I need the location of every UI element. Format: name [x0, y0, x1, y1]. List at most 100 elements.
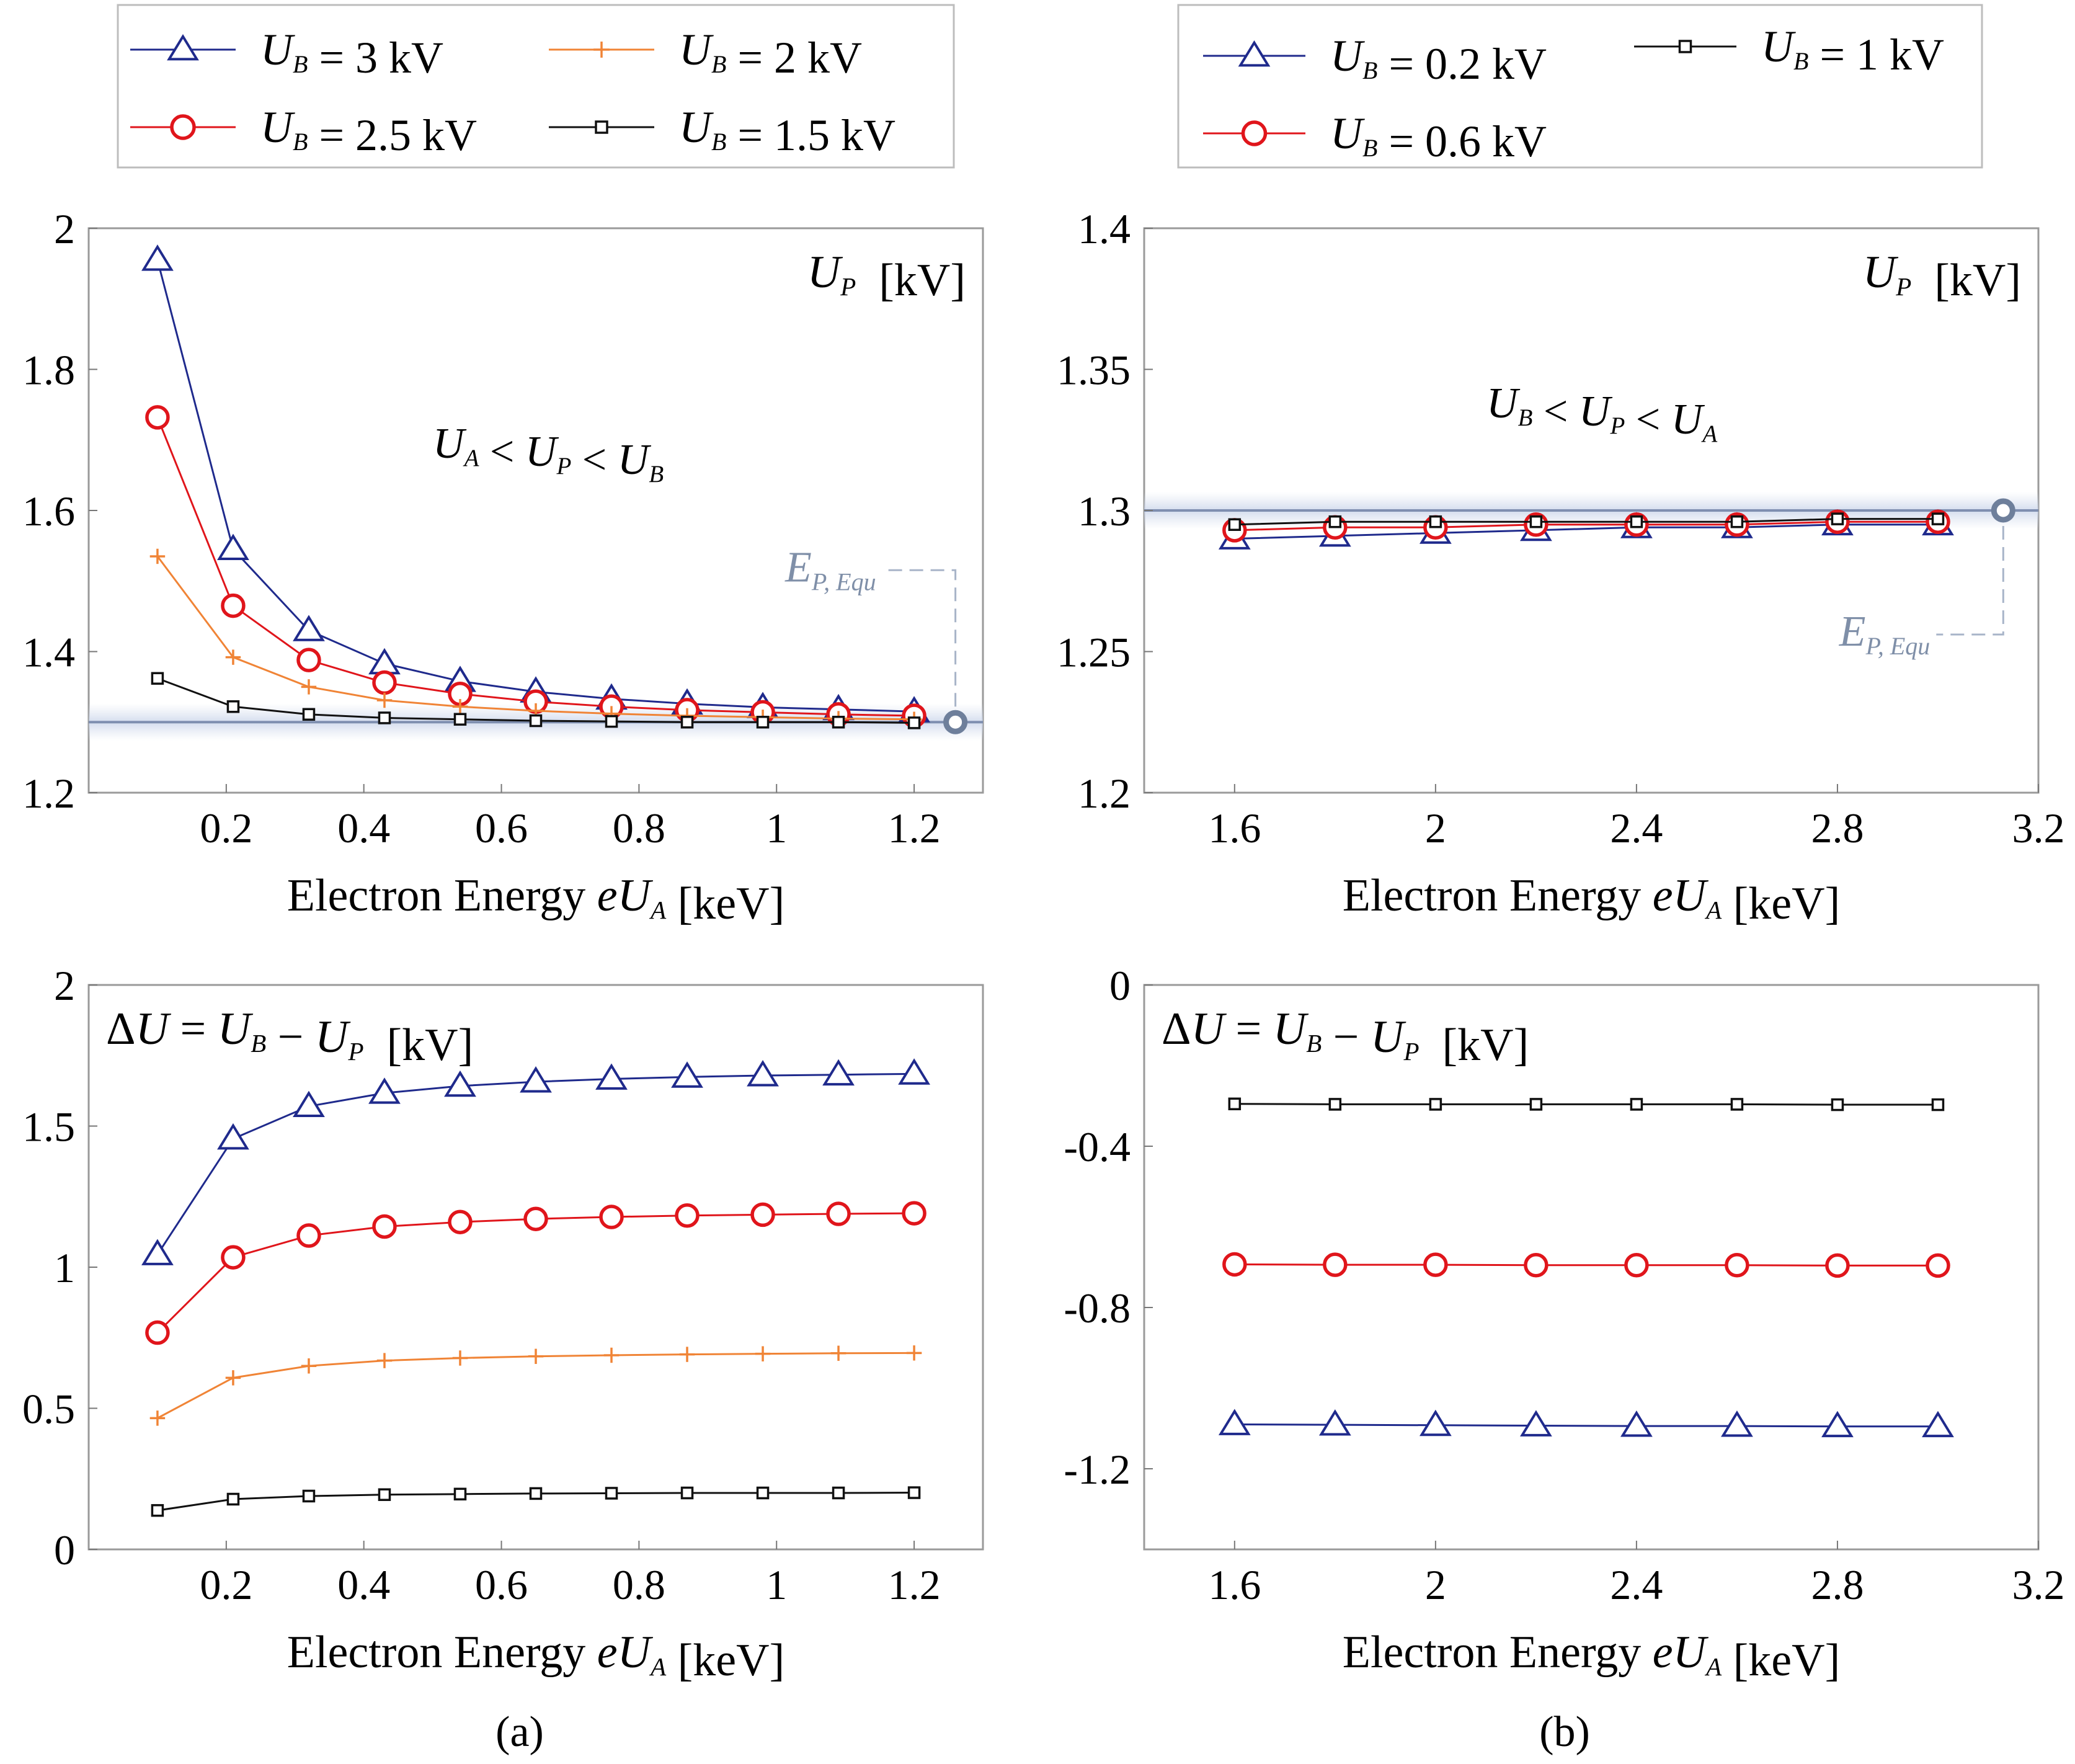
data-point: [1931, 512, 1945, 525]
data-point: [1825, 1253, 1850, 1278]
data-point: [1328, 515, 1342, 528]
data-point: [296, 1223, 321, 1248]
ann-u2-U: U: [1579, 388, 1613, 435]
legend-label: UB = 2 kV: [679, 25, 862, 82]
data-point: [1323, 1252, 1348, 1277]
x-tick-label: 0.2: [200, 1561, 252, 1608]
legend-ub-sub: B: [293, 50, 308, 78]
data-point: [1423, 1252, 1448, 1277]
data-point: [832, 1486, 845, 1500]
plot-title-delta: Δ: [1162, 1004, 1191, 1054]
data-point: [599, 1205, 624, 1229]
y-tick-label: 0: [54, 1526, 75, 1574]
chart-a-top: 0.2 0.4 0.6 0.8 1 1.2 1.2 1.4 1.6 1.8 2 Electron En…: [22, 205, 984, 929]
ref-label-e: E: [1839, 608, 1866, 656]
data-point: [1429, 515, 1442, 528]
legend-entry-ub-0-6: UB = 0.6 kV: [1203, 109, 1547, 166]
data-point: [1328, 1098, 1342, 1111]
legend-entry-ub-2: UB = 2 kV: [549, 25, 862, 82]
legend-ub-sub: B: [711, 128, 726, 156]
x-axis-title-ua-sub: A: [649, 1652, 667, 1681]
ann-u2-sub: P: [556, 453, 571, 479]
x-tick-label: 1.6: [1208, 1561, 1261, 1608]
plot-title-ub-U: U: [218, 1004, 254, 1054]
x-tick-label: 1.2: [888, 1561, 941, 1608]
data-point: [1931, 1098, 1945, 1111]
legend-value: = 2 kV: [726, 33, 862, 82]
legend-ub-sub: B: [1362, 56, 1377, 84]
data-point: [680, 1486, 694, 1500]
ann-lt2: <: [571, 436, 617, 484]
plot-title-unit: [kV]: [856, 255, 966, 306]
ann-u3-sub: A: [1700, 421, 1717, 447]
legend-value: = 0.6 kV: [1377, 117, 1547, 166]
plot-title-up-U: U: [1863, 247, 1899, 298]
data-point: [680, 716, 694, 729]
data-point: [301, 1358, 317, 1374]
plot-title: UP [kV]: [1863, 247, 2021, 306]
data-point: [755, 1346, 771, 1361]
chart-a-bottom: 0.2 0.4 0.6 0.8 1 1.2 0 0.5 1 1.5 2 Electron Energy…: [22, 962, 984, 1686]
legend-ub-U: U: [1330, 109, 1365, 158]
data-point: [747, 1060, 779, 1087]
plot-title-ub-U: U: [1273, 1004, 1309, 1054]
x-tick-label: 2: [1425, 804, 1446, 852]
x-axis-title-e: e: [1653, 870, 1673, 921]
x-axis-title-prefix: Electron Energy: [287, 870, 597, 921]
data-point: [378, 1488, 391, 1501]
data-point: [605, 1487, 618, 1500]
plots-layer: 0.2 0.4 0.6 0.8 1 1.2 1.2 1.4 1.6 1.8 2 Electron En…: [22, 205, 2065, 1686]
ann-u3-U: U: [1671, 396, 1705, 443]
y-tick-label: 2: [54, 962, 75, 1009]
data-point: [141, 1239, 174, 1265]
panel-label-b: (b): [1539, 1708, 1590, 1756]
data-point: [523, 1206, 548, 1231]
ann-u2-U: U: [525, 428, 559, 476]
plot-title-eq: =: [169, 1004, 218, 1054]
y-tick-label: -0.4: [1064, 1123, 1131, 1170]
ann-u2-sub: P: [1609, 412, 1625, 439]
legend-ub-U: U: [260, 102, 295, 152]
panel-label-a: (a): [495, 1708, 544, 1756]
legend-marker: [595, 120, 608, 134]
data-point: [221, 593, 246, 618]
x-tick-label: 0.4: [337, 1561, 390, 1608]
x-tick-label: 2.4: [1610, 804, 1663, 852]
x-tick-label: 0.6: [475, 804, 528, 852]
plot-title-minus: −: [1322, 1012, 1371, 1062]
legend-entry-ub-3: UB = 3 kV: [130, 25, 443, 82]
series-ub-0-6: [1222, 1252, 1950, 1278]
x-tick-label: 0.8: [613, 804, 665, 852]
reference-point: [943, 710, 968, 734]
x-tick-label: 2: [1425, 1561, 1446, 1608]
legend-box: [1177, 4, 1983, 169]
ann-u1-U: U: [1486, 380, 1521, 427]
plot-title-up-U: U: [1371, 1012, 1406, 1062]
x-tick-label: 0.2: [200, 804, 252, 852]
x-axis-title: Electron Energy eUA [keV]: [1343, 1627, 1840, 1686]
legend-box: [117, 4, 955, 169]
x-tick-label: 0.6: [475, 1561, 528, 1608]
series-line: [1234, 523, 1938, 540]
reference-point: [1991, 498, 2015, 523]
data-point: [595, 1063, 628, 1090]
data-point: [452, 698, 468, 715]
data-point: [750, 1202, 775, 1227]
data-point: [1620, 1410, 1653, 1437]
y-tick-label: 0.5: [22, 1386, 75, 1433]
y-tick-label: 1.2: [22, 770, 75, 817]
legend-label: UB = 0.6 kV: [1330, 109, 1547, 166]
data-point: [453, 1487, 467, 1501]
plot-title-ub-sub: B: [251, 1029, 266, 1058]
legend-value: = 2.5 kV: [308, 110, 477, 160]
legend-marker: [1238, 40, 1271, 67]
data-point: [822, 1059, 855, 1086]
x-tick-label: 1: [766, 804, 787, 852]
chart-b-top: 1.6 2 2.4 2.8 3.2 1.2 1.25 1.3 1.35 1.4 Electron E…: [1057, 205, 2065, 929]
reference-leader: [882, 569, 957, 707]
legend-label: UB = 1 kV: [1761, 22, 1944, 79]
x-tick-label: 0.8: [613, 1561, 665, 1608]
x-axis-title-ua-U: U: [1673, 870, 1709, 921]
data-point: [301, 679, 317, 695]
